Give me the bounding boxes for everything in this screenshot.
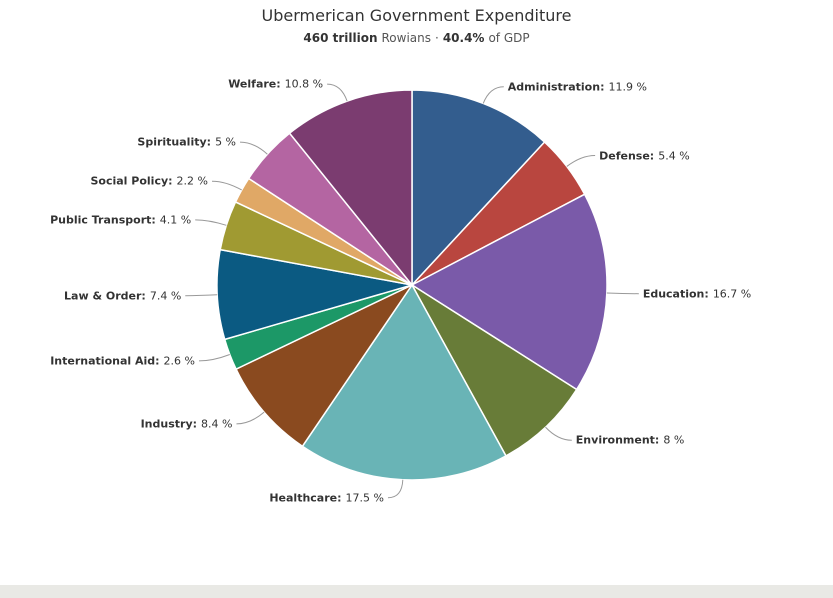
data-label: Social Policy 2.2 % (90, 175, 208, 188)
pie-slice (411, 89, 546, 287)
pie-slice (410, 193, 608, 391)
label-value: 17.5 % (345, 491, 384, 505)
subtitle-part: 40.4% (442, 31, 485, 45)
label-value: 8.4 % (201, 417, 233, 431)
label-value: 8 % (663, 433, 685, 447)
data-label: International Aid 2.6 % (50, 354, 195, 367)
label-value: 2.6 % (163, 354, 195, 368)
data-label: Environment8 % (576, 434, 684, 447)
label-name: Social Policy (90, 175, 172, 188)
label-value: 10.8 % (284, 77, 324, 91)
label-name: Welfare (228, 78, 280, 91)
label-name: Spirituality (137, 136, 211, 149)
label-value: 7.4 % (149, 289, 182, 303)
data-label: Public Transport4.1 % (50, 213, 191, 226)
pie-slice (411, 284, 578, 457)
chart-title: Ubermerican Government Expenditure (261, 6, 572, 25)
label-name: Defense (599, 149, 654, 162)
label-name: Education (643, 287, 709, 300)
connector (185, 294, 218, 297)
connector (606, 292, 639, 295)
data-label: Education16.7 % (643, 287, 751, 300)
data-label: Administration11.9 % (508, 80, 647, 93)
connector (482, 86, 504, 104)
connector (195, 219, 227, 226)
connector (566, 155, 596, 167)
footer-bar (0, 585, 833, 598)
label-value: 4.1 % (159, 213, 192, 227)
label-value: 5.4 % (658, 149, 690, 162)
pie-slice (301, 283, 507, 481)
data-label: Industry 8.4 % (141, 417, 233, 430)
label-value: 16.7 % (712, 287, 752, 301)
label-name: Law & Order (64, 289, 146, 302)
subtitle-part: 460 trillion (303, 31, 378, 45)
chart-subtitle: 460 trillion Rowians · 40.4% of GDP (0, 31, 833, 45)
label-name: Administration (508, 80, 605, 93)
connector (198, 354, 230, 362)
label-name: Environment (576, 434, 660, 447)
connector (211, 180, 242, 191)
connector (327, 83, 348, 102)
connector (545, 426, 572, 441)
label-value: 11.9 % (608, 80, 647, 94)
subtitle-part: Rowians (381, 31, 432, 45)
connector (236, 411, 265, 425)
connector (240, 141, 268, 155)
subtitle-part: · (435, 31, 439, 45)
data-label: Defense 5.4 % (599, 149, 690, 162)
label-value: 5 % (215, 135, 237, 149)
label-name: Industry (141, 417, 197, 430)
data-label: Healthcare 17.5 % (269, 491, 384, 504)
subtitle-part: of GDP (488, 31, 530, 45)
data-label: Welfare 10.8 % (228, 78, 323, 91)
label-value: 2.2 % (176, 174, 208, 188)
label-name: Healthcare (269, 491, 341, 504)
data-label: Spirituality 5 % (137, 136, 236, 149)
connector (387, 479, 404, 499)
data-label: Law & Order7.4 % (64, 289, 181, 302)
label-name: International Aid (50, 354, 159, 367)
pie-slice (235, 283, 415, 448)
label-name: Public Transport (50, 213, 156, 226)
